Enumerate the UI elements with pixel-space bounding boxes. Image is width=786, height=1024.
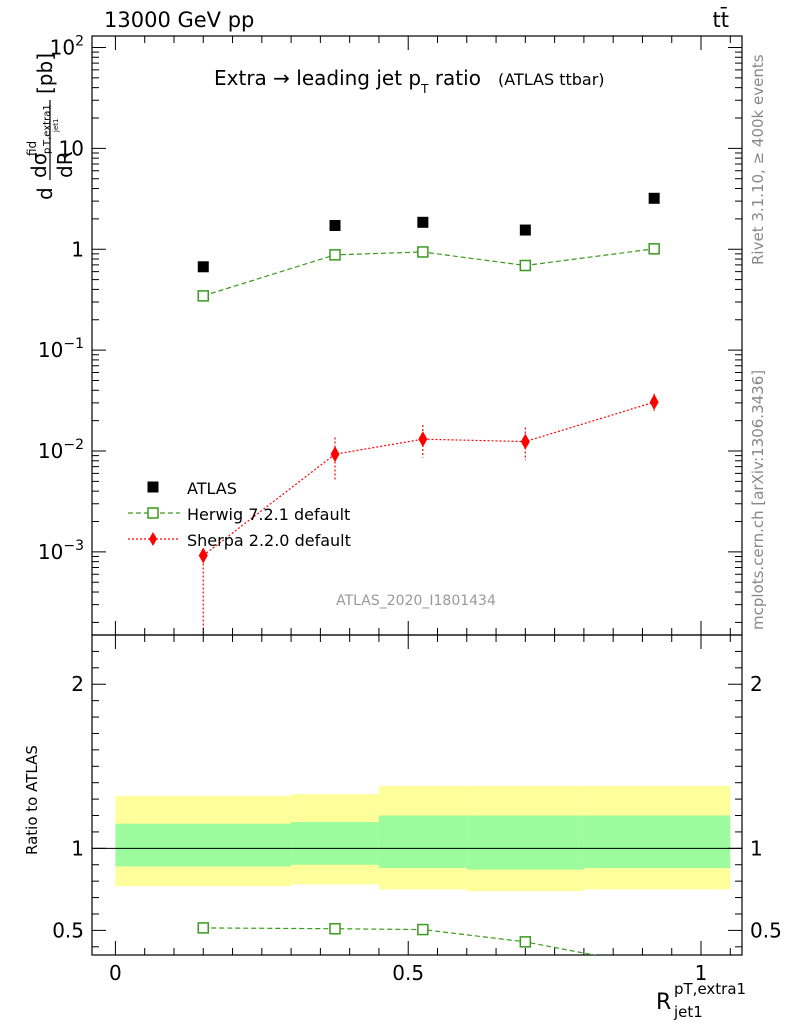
legend-herwig-label: Herwig 7.2.1 default — [187, 505, 350, 524]
sherpa-point — [330, 446, 340, 463]
svg-text:fid: fid — [25, 141, 39, 156]
ratio-y-tick-label: 2 — [71, 672, 84, 696]
atlas-point — [519, 224, 531, 236]
ratio-herwig-point — [519, 936, 532, 948]
svg-text:T,extra1: T,extra1 — [42, 104, 53, 147]
herwig-point — [329, 249, 341, 261]
legend-atlas-marker — [147, 481, 159, 493]
ratio-band-inner — [583, 815, 731, 869]
svg-text:jet1: jet1 — [52, 119, 60, 133]
ratio-band-inner — [115, 823, 292, 867]
svg-text:d: d — [33, 187, 57, 200]
ratio-herwig-point — [329, 922, 341, 935]
herwig-point — [648, 243, 660, 255]
x-tick-label: 1 — [695, 961, 708, 985]
y-tick-label: 10−2 — [38, 437, 84, 463]
side-text-top: Rivet 3.1.10, ≥ 400k events — [749, 54, 767, 265]
herwig-point — [519, 259, 532, 272]
svg-text:pT,extra1: pT,extra1 — [674, 980, 746, 998]
legend-sherpa-label: Sherpa 2.2.0 default — [187, 531, 351, 550]
atlas-point — [197, 261, 209, 273]
ratio-panel: 0 0.5 1 0.5 0.5 1 1 2 2 — [52, 36, 782, 985]
legend-herwig-marker — [147, 507, 159, 519]
sherpa-point — [418, 431, 428, 448]
header-right: tt̄ — [713, 7, 729, 32]
ratio-frame — [91, 634, 743, 956]
svg-text:[pb]: [pb] — [33, 53, 57, 94]
sherpa-point — [520, 433, 530, 450]
y-tick-label: 10 — [59, 136, 84, 160]
legend-atlas-label: ATLAS — [187, 479, 237, 498]
y-tick-label: 102 — [50, 33, 84, 59]
y-tick-label: 1 — [71, 237, 84, 261]
ratio-y-tick-label: 1 — [750, 836, 763, 860]
x-axis-label: R pT,extra1 jet1 — [656, 980, 746, 1021]
header-left: 13000 GeV pp — [104, 8, 254, 32]
ratio-y-tick-label: 1 — [71, 836, 84, 860]
main-panel: 10−3 10−2 10−1 1 10 102 — [38, 33, 743, 636]
ratio-band-inner — [466, 815, 584, 870]
ratio-y-label: Ratio to ATLAS — [23, 745, 41, 855]
y-tick-label: 10−3 — [38, 538, 84, 564]
herwig-line — [203, 248, 655, 297]
herwig-point — [197, 290, 210, 302]
legend-sherpa-marker — [149, 532, 157, 546]
chart-subtitle: (ATLAS ttbar) — [498, 70, 605, 89]
ratio-band-inner — [378, 815, 467, 869]
ratio-herwig-line — [203, 927, 598, 955]
x-tick-label: 0 — [109, 961, 122, 985]
chart-title: Extra → leading jet pT ratio — [214, 66, 481, 96]
legend: ATLAS Herwig 7.2.1 default Sherpa 2.2.0 de… — [128, 479, 351, 550]
y-tick-label: 10−1 — [38, 336, 84, 362]
x-tick-label: 0.5 — [392, 961, 424, 985]
svg-text:p: p — [42, 148, 53, 154]
y-axis-label: d dσ fid dR p T,extra1 jet1 [pb] — [25, 53, 77, 200]
svg-text:dσ: dσ — [27, 152, 51, 178]
ratio-band-inner — [291, 822, 379, 865]
ratio-herwig-point — [417, 923, 429, 936]
atlas-point — [417, 216, 429, 228]
svg-text:dR: dR — [53, 151, 77, 178]
svg-text:jet1: jet1 — [673, 1003, 703, 1021]
atlas-point — [648, 192, 660, 204]
ratio-herwig-point — [197, 922, 210, 934]
herwig-point — [417, 246, 429, 258]
ratio-y-tick-label: 0.5 — [750, 918, 782, 942]
ratio-y-tick-label: 0.5 — [52, 918, 84, 942]
ratio-y-tick-label: 2 — [750, 672, 763, 696]
atlas-point — [329, 219, 341, 231]
side-text-bottom: mcplots.cern.ch [arXiv:1306.3436] — [749, 370, 767, 630]
sherpa-point — [649, 394, 659, 411]
sherpa-point — [198, 547, 208, 564]
watermark: ATLAS_2020_I1801434 — [336, 593, 496, 609]
svg-text:R: R — [656, 990, 671, 1015]
